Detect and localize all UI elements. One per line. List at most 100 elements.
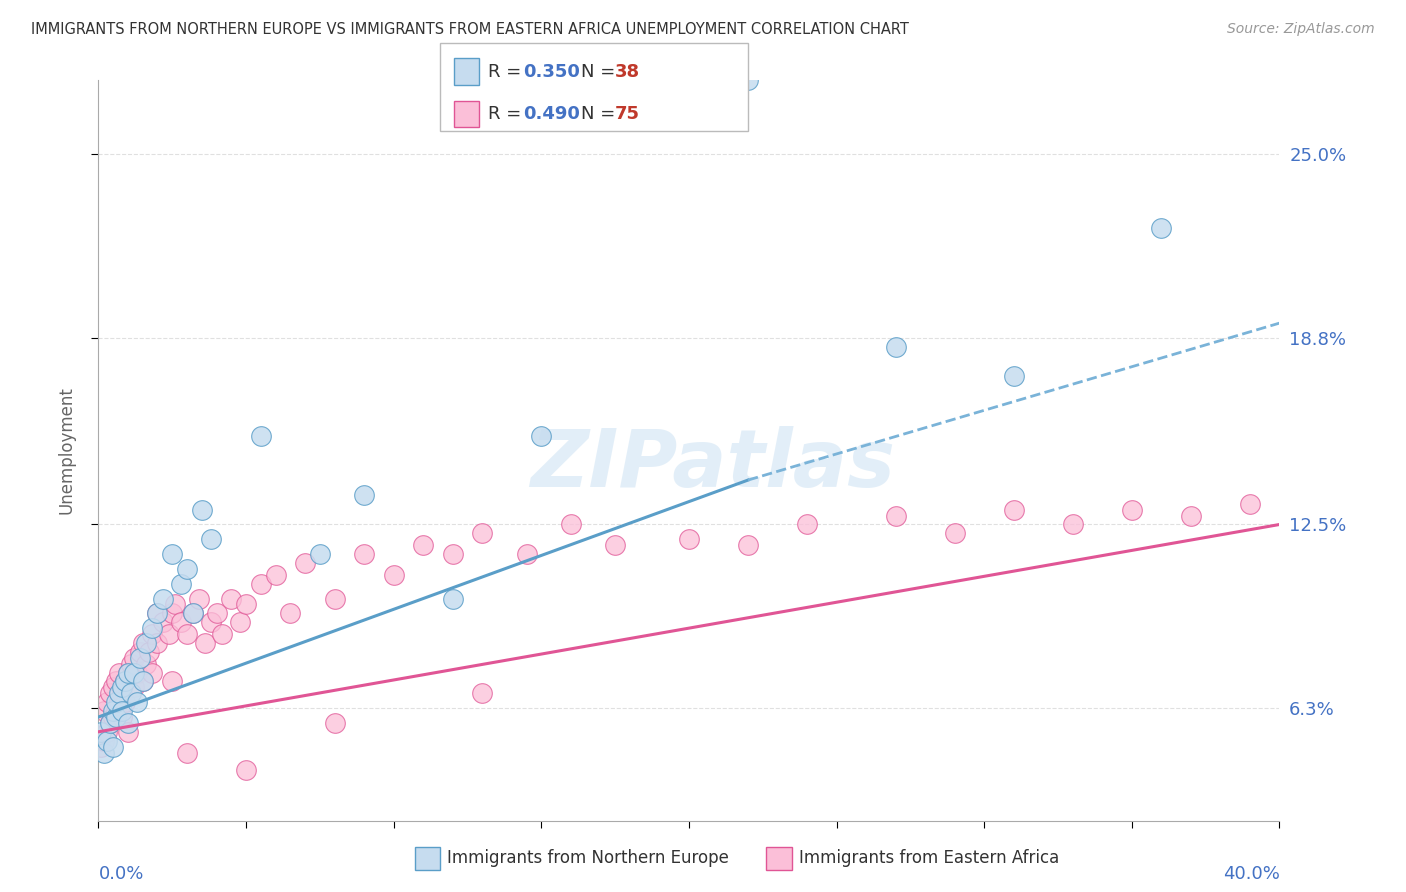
Point bbox=[162, 607, 183, 621]
Point bbox=[111, 681, 134, 695]
Point bbox=[280, 607, 302, 621]
Point bbox=[98, 715, 121, 730]
Point bbox=[141, 665, 163, 680]
Point bbox=[382, 567, 405, 582]
Point bbox=[103, 704, 125, 718]
Point bbox=[181, 607, 204, 621]
Point bbox=[605, 538, 627, 552]
Point bbox=[884, 508, 907, 523]
Point bbox=[108, 686, 131, 700]
Point bbox=[471, 526, 494, 541]
Text: N =: N = bbox=[581, 105, 620, 123]
Point bbox=[1002, 502, 1025, 516]
Point bbox=[114, 695, 136, 709]
Text: R =: R = bbox=[488, 62, 527, 80]
Point bbox=[103, 710, 125, 724]
Point bbox=[170, 615, 193, 630]
Point bbox=[194, 636, 217, 650]
Point bbox=[162, 674, 183, 689]
Point bbox=[678, 533, 700, 547]
Point bbox=[170, 576, 193, 591]
Point bbox=[146, 636, 169, 650]
Point bbox=[235, 598, 257, 612]
Text: 40.0%: 40.0% bbox=[1223, 865, 1279, 883]
Point bbox=[111, 710, 134, 724]
Point bbox=[152, 591, 174, 606]
Point bbox=[141, 621, 163, 635]
Point bbox=[108, 695, 131, 709]
Text: N =: N = bbox=[581, 62, 620, 80]
Point bbox=[96, 724, 118, 739]
Point bbox=[125, 695, 148, 709]
Point bbox=[471, 686, 494, 700]
Point bbox=[114, 674, 136, 689]
Point bbox=[141, 627, 163, 641]
Point bbox=[93, 733, 115, 747]
Point bbox=[157, 627, 180, 641]
Point bbox=[111, 704, 134, 718]
Point bbox=[108, 665, 131, 680]
Point bbox=[176, 562, 198, 576]
Point bbox=[132, 674, 155, 689]
Point bbox=[90, 739, 112, 754]
Point bbox=[120, 657, 142, 671]
Point bbox=[200, 615, 222, 630]
Text: 75: 75 bbox=[614, 105, 640, 123]
Point bbox=[323, 591, 346, 606]
Point bbox=[98, 686, 121, 700]
Y-axis label: Unemployment: Unemployment bbox=[58, 386, 76, 515]
Point bbox=[103, 739, 125, 754]
Point bbox=[98, 715, 121, 730]
Point bbox=[264, 567, 287, 582]
Point bbox=[132, 636, 155, 650]
Point bbox=[122, 681, 145, 695]
Point bbox=[93, 746, 115, 760]
Point bbox=[323, 715, 346, 730]
Text: R =: R = bbox=[488, 105, 527, 123]
Text: IMMIGRANTS FROM NORTHERN EUROPE VS IMMIGRANTS FROM EASTERN AFRICA UNEMPLOYMENT C: IMMIGRANTS FROM NORTHERN EUROPE VS IMMIG… bbox=[31, 22, 908, 37]
Point bbox=[309, 547, 332, 561]
Point bbox=[441, 547, 464, 561]
Point bbox=[135, 636, 157, 650]
Point bbox=[114, 674, 136, 689]
Point bbox=[250, 428, 273, 442]
Point bbox=[103, 681, 125, 695]
Point bbox=[441, 591, 464, 606]
Point bbox=[152, 615, 174, 630]
Point bbox=[176, 627, 198, 641]
Point bbox=[105, 695, 128, 709]
Point bbox=[105, 710, 128, 724]
Point bbox=[229, 615, 252, 630]
Point bbox=[235, 764, 257, 778]
Text: ZIPatlas: ZIPatlas bbox=[530, 426, 896, 504]
Point bbox=[96, 733, 118, 747]
Point bbox=[117, 724, 139, 739]
Point bbox=[1150, 221, 1173, 235]
Text: Immigrants from Eastern Africa: Immigrants from Eastern Africa bbox=[799, 849, 1059, 867]
Point bbox=[146, 607, 169, 621]
Point bbox=[530, 428, 553, 442]
Point bbox=[884, 340, 907, 354]
Point bbox=[191, 502, 214, 516]
Point bbox=[412, 538, 434, 552]
Point bbox=[105, 674, 128, 689]
Point bbox=[146, 607, 169, 621]
Point bbox=[250, 576, 273, 591]
Point bbox=[221, 591, 243, 606]
Point bbox=[200, 533, 222, 547]
Point bbox=[117, 665, 139, 680]
Point bbox=[796, 517, 818, 532]
Point bbox=[560, 517, 582, 532]
Point bbox=[943, 526, 966, 541]
Point bbox=[122, 650, 145, 665]
Point bbox=[165, 598, 187, 612]
Text: Source: ZipAtlas.com: Source: ZipAtlas.com bbox=[1227, 22, 1375, 37]
Point bbox=[353, 547, 375, 561]
Point bbox=[132, 674, 155, 689]
Point bbox=[111, 686, 134, 700]
Point bbox=[187, 591, 209, 606]
Point bbox=[294, 556, 316, 570]
Point bbox=[122, 665, 145, 680]
Point bbox=[90, 724, 112, 739]
Point bbox=[1002, 369, 1025, 384]
